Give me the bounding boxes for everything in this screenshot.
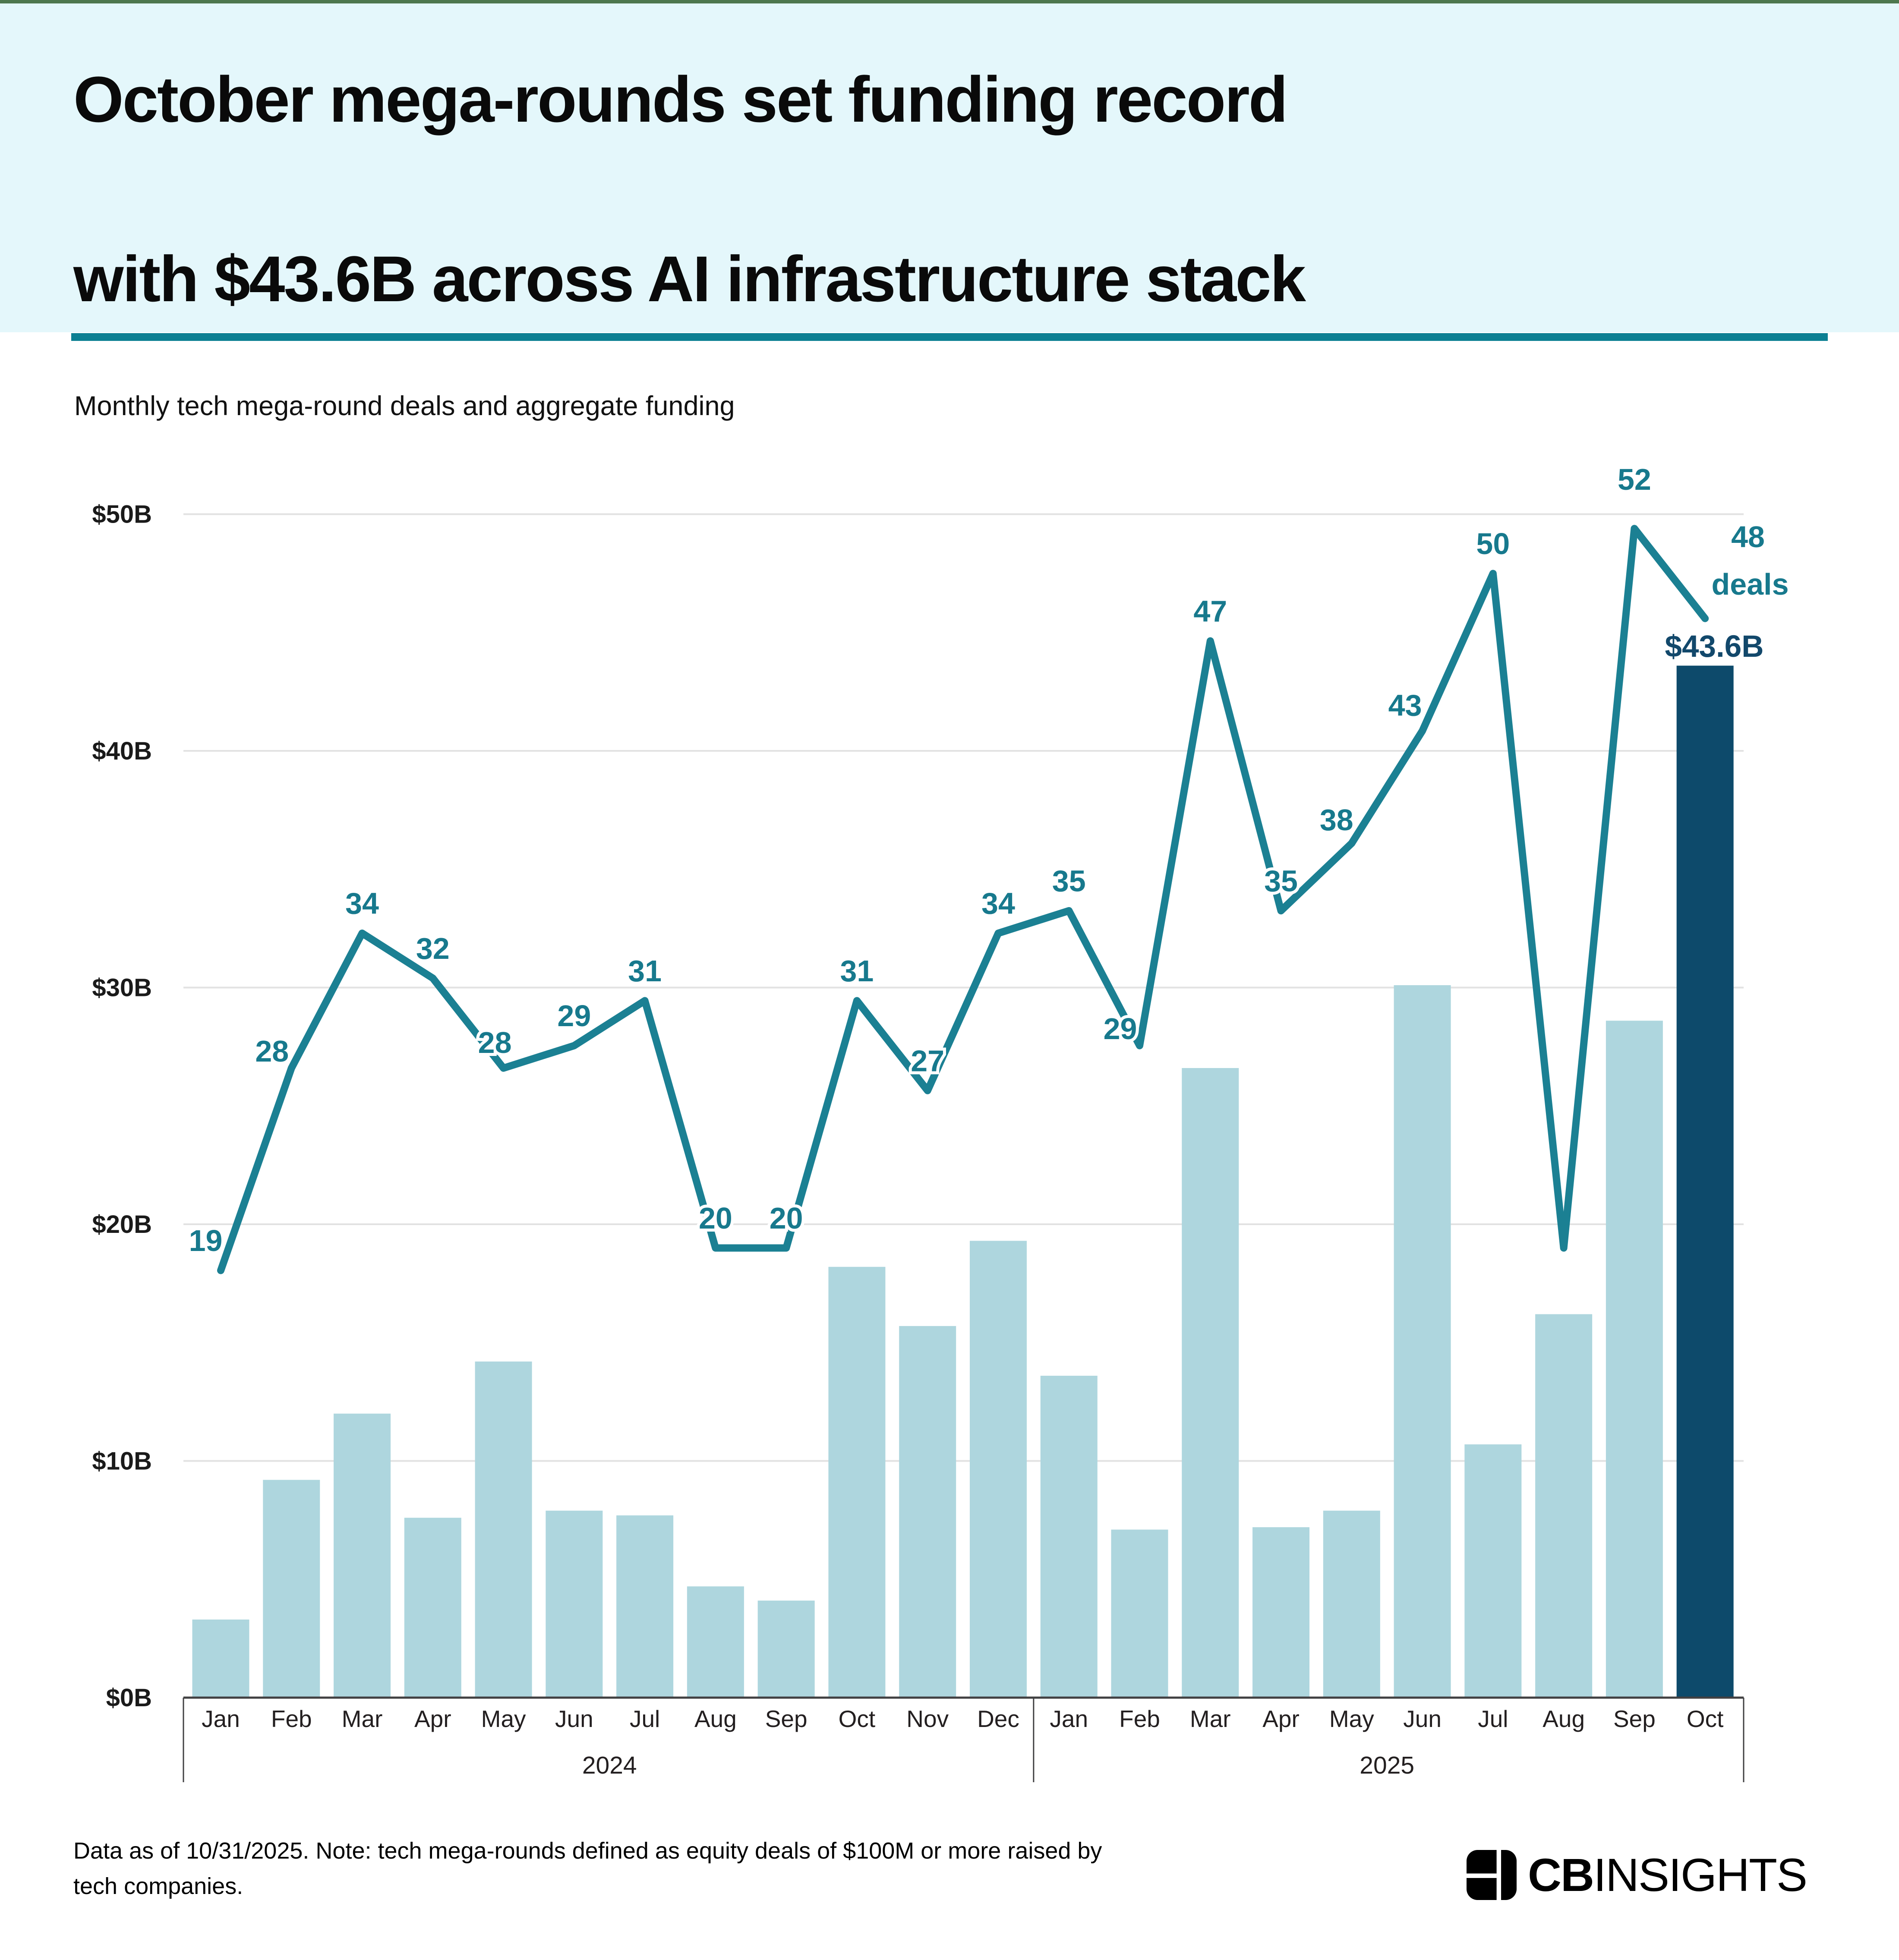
logo-text-cb: CB [1528, 1849, 1594, 1901]
month-label: Sep [765, 1705, 808, 1732]
deal-count-label: 28 [478, 1026, 512, 1059]
footnote: Data as of 10/31/2025. Note: tech mega-r… [73, 1833, 1411, 1904]
deal-count-label: 34 [981, 887, 1015, 920]
funding-bar [899, 1326, 956, 1698]
month-label: Oct [1687, 1705, 1724, 1732]
funding-bar [263, 1480, 320, 1698]
deal-count-label: 20 [770, 1201, 803, 1235]
funding-bar [1464, 1444, 1522, 1698]
footnote-line-1: Data as of 10/31/2025. Note: tech mega-r… [73, 1838, 1102, 1864]
top-strip [0, 0, 1899, 3]
cbinsights-logo: CBINSIGHTS [1467, 1848, 1808, 1902]
month-label: May [1329, 1705, 1374, 1732]
deal-count-label: 35 [1052, 864, 1086, 898]
highlight-funding-label: $43.6B [1665, 630, 1764, 664]
funding-bar [1111, 1529, 1168, 1698]
y-axis-tick-label: $0B [106, 1684, 152, 1712]
month-label: Feb [271, 1705, 312, 1732]
year-label: 2025 [1360, 1752, 1414, 1779]
month-label: Oct [839, 1705, 876, 1732]
funding-bar [969, 1241, 1027, 1698]
deal-count-label: 31 [628, 954, 662, 988]
funding-bar [1606, 1021, 1663, 1698]
logo-text-insights: INSIGHTS [1593, 1849, 1808, 1901]
deal-count-label: 34 [345, 887, 379, 920]
cbinsights-logo-text: CBINSIGHTS [1528, 1848, 1808, 1902]
funding-bar [192, 1619, 249, 1698]
month-label: Feb [1119, 1705, 1160, 1732]
month-label: Aug [1543, 1705, 1585, 1732]
month-label: May [481, 1705, 526, 1732]
cbinsights-logo-icon [1467, 1850, 1517, 1900]
month-label: Mar [342, 1705, 383, 1732]
funding-bar [757, 1601, 815, 1698]
highlight-deals-word: deals [1712, 567, 1789, 601]
funding-bar [1252, 1527, 1310, 1698]
funding-bar [1323, 1510, 1380, 1698]
y-axis-tick-label: $30B [92, 974, 152, 1002]
month-label: Jun [555, 1705, 593, 1732]
deal-count-label: 32 [416, 932, 450, 965]
deal-count-label: 31 [840, 954, 874, 988]
funding-bar [334, 1413, 391, 1698]
month-label: Nov [906, 1705, 949, 1732]
month-label: Sep [1613, 1705, 1656, 1732]
footnote-line-2: tech companies. [73, 1873, 243, 1899]
funding-bar [475, 1361, 532, 1698]
header-divider [71, 333, 1828, 341]
month-label: Jun [1403, 1705, 1442, 1732]
chart-subtitle: Monthly tech mega-round deals and aggreg… [74, 391, 735, 421]
y-axis-tick-label: $10B [92, 1447, 152, 1475]
month-label: Mar [1190, 1705, 1231, 1732]
funding-bar [616, 1515, 674, 1698]
highlight-deals-count: 48 [1731, 520, 1765, 554]
deal-count-label: 50 [1476, 527, 1510, 561]
funding-bar [1040, 1376, 1098, 1698]
funding-bar [1394, 985, 1451, 1698]
month-label: Jul [1478, 1705, 1508, 1732]
month-label: Apr [1262, 1705, 1300, 1732]
funding-bar [687, 1586, 744, 1698]
month-label: Jul [630, 1705, 660, 1732]
deal-count-label: 38 [1320, 803, 1353, 837]
funding-bar [1182, 1068, 1239, 1698]
deal-count-label: 29 [557, 999, 591, 1033]
header-band: October mega-rounds set funding record w… [0, 3, 1899, 332]
y-axis-tick-label: $50B [92, 501, 152, 529]
funding-bar-highlight [1676, 665, 1734, 1698]
month-label: Dec [977, 1705, 1019, 1732]
deal-count-label: 19 [189, 1224, 223, 1257]
title-line-1: October mega-rounds set funding record [73, 63, 1288, 135]
y-axis-tick-label: $40B [92, 737, 152, 765]
deal-count-label: 47 [1193, 594, 1227, 628]
funding-bar [1535, 1314, 1593, 1698]
deal-count-label: 27 [911, 1044, 944, 1078]
year-label: 2024 [582, 1752, 637, 1779]
y-axis-tick-label: $20B [92, 1210, 152, 1238]
deals-line [217, 525, 1709, 1274]
funding-bar [828, 1267, 886, 1698]
funding-bar [404, 1518, 461, 1698]
deal-count-label: 35 [1264, 864, 1298, 898]
deal-count-label: 43 [1388, 689, 1422, 722]
deal-count-label: 29 [1104, 1012, 1137, 1046]
page-title: October mega-rounds set funding record w… [73, 54, 1843, 324]
deal-count-label: 20 [699, 1201, 732, 1235]
month-label: Jan [1050, 1705, 1088, 1732]
deal-count-label: 28 [255, 1034, 289, 1068]
month-label: Apr [414, 1705, 451, 1732]
deal-count-label: 52 [1618, 463, 1651, 496]
month-label: Jan [202, 1705, 240, 1732]
month-label: Aug [694, 1705, 737, 1732]
title-line-2: with $43.6B across AI infrastructure sta… [73, 243, 1306, 315]
funding-bar [546, 1510, 603, 1698]
